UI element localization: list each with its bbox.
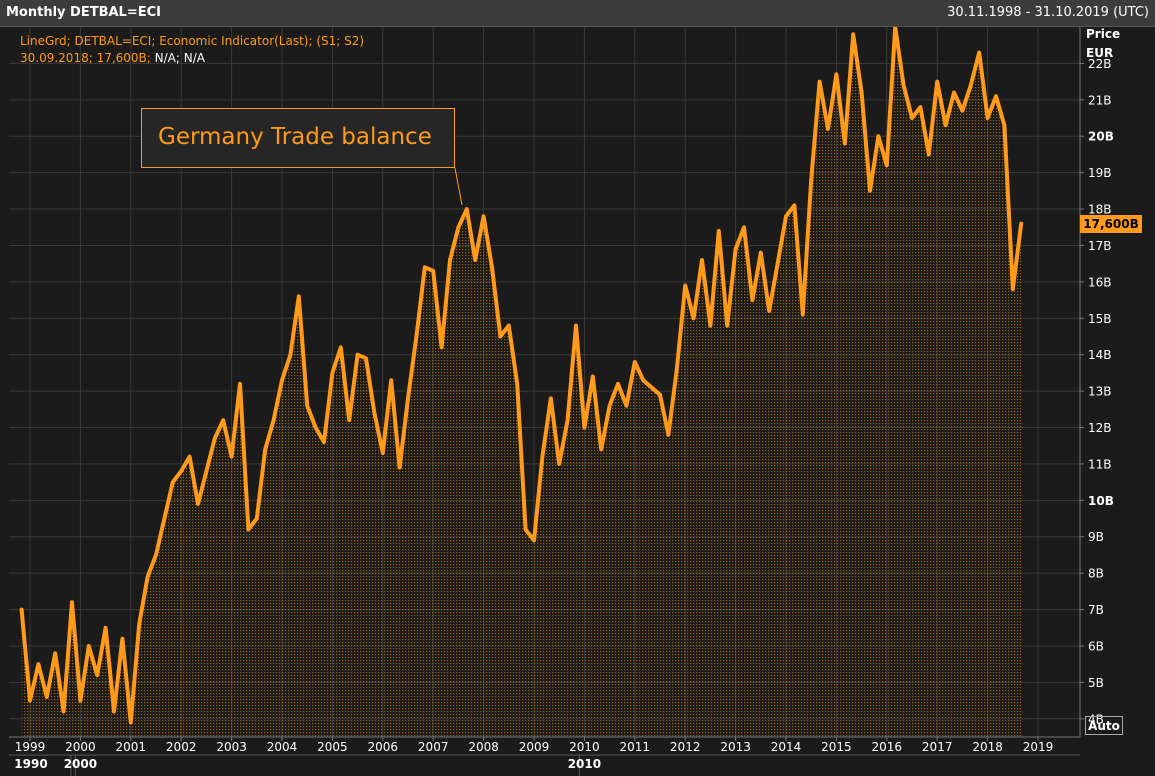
y-tick-label: 14B — [1088, 348, 1112, 362]
x-tick-label: 2001 — [116, 740, 147, 754]
y-tick-label: 7B — [1088, 603, 1104, 617]
x-tick-label: 2009 — [519, 740, 550, 754]
y-axis-unit: EUR — [1086, 46, 1114, 60]
y-tick-label: 10B — [1088, 494, 1114, 508]
date-range: 30.11.1998 - 31.10.2019 (UTC) — [947, 5, 1149, 20]
chart-area[interactable]: 4B5B6B7B8B9B10B11B12B13B14B15B16B17B18B1… — [0, 27, 1155, 776]
y-tick-label: 12B — [1088, 421, 1112, 435]
x-tick-label: 2010 — [569, 740, 600, 754]
y-tick-label: 9B — [1088, 530, 1104, 544]
y-axis: 4B 5B 6B 7B 8B 9B 10B 11B 12B 13B 14B 15B 16B 17B 18B 1… — [1080, 57, 1114, 726]
y-tick-label: 11B — [1088, 457, 1112, 471]
x-axis: 1999 2000 2001 2002 2003 2004 2005 2006 2007 2008… — [15, 737, 1054, 754]
y-tick-label: 19B — [1088, 166, 1112, 180]
auto-scale-button[interactable]: Auto — [1085, 716, 1123, 735]
x-tick-label: 1999 — [15, 740, 46, 754]
y-tick-label: 16B — [1088, 275, 1112, 289]
annotation-leader — [454, 167, 463, 206]
x-tick-label: 2011 — [620, 740, 651, 754]
decade-axis: 1990 2000 2010 — [14, 755, 601, 776]
x-tick-label: 2000 — [65, 740, 96, 754]
series-line — [19, 27, 1024, 725]
last-value-badge: 17,600B — [1080, 214, 1142, 233]
x-tick-label: 2012 — [670, 740, 701, 754]
legend-na: N/A; N/A — [150, 51, 205, 65]
y-tick-label: 18B — [1088, 203, 1112, 217]
y-tick-label: 15B — [1088, 312, 1112, 326]
y-tick-label: 20B — [1088, 130, 1114, 144]
y-tick-label: 6B — [1088, 639, 1104, 653]
annotation-box[interactable]: Germany Trade balance — [141, 108, 455, 168]
y-tick-label: 4B — [1088, 712, 1104, 726]
legend-line-2: 30.09.2018; 17,600B; N/A; N/A — [20, 51, 205, 65]
x-tick-label: 2017 — [922, 740, 953, 754]
chart-title: Monthly DETBAL=ECI — [6, 5, 161, 20]
area-fill — [21, 27, 1022, 737]
x-tick-label: 2008 — [468, 740, 499, 754]
y-tick-label: 21B — [1088, 93, 1112, 107]
x-tick-label: 2004 — [267, 740, 298, 754]
y-tick-label: 8B — [1088, 567, 1104, 581]
decade-label: 1990 — [14, 757, 47, 771]
x-tick-label: 2018 — [972, 740, 1003, 754]
chart-header: Monthly DETBAL=ECI 30.11.1998 - 31.10.20… — [0, 0, 1155, 27]
x-tick-label: 2007 — [418, 740, 449, 754]
x-tick-label: 2015 — [821, 740, 852, 754]
y-axis-title: Price — [1086, 27, 1121, 41]
decade-label: 2000 — [64, 757, 97, 771]
legend-line-1: LineGrd; DETBAL=ECI; Economic Indicator(… — [20, 34, 365, 48]
decade-label: 2010 — [568, 757, 601, 771]
y-tick-label: 22B — [1088, 57, 1112, 71]
x-tick-label: 2019 — [1023, 740, 1054, 754]
x-tick-label: 2014 — [771, 740, 802, 754]
y-tick-label: 5B — [1088, 676, 1104, 690]
x-tick-label: 2003 — [216, 740, 247, 754]
x-tick-label: 2005 — [317, 740, 348, 754]
x-tick-label: 2002 — [166, 740, 197, 754]
x-tick-label: 2013 — [720, 740, 751, 754]
legend-date-value: 30.09.2018; 17,600B; — [20, 51, 151, 65]
y-tick-label: 17B — [1088, 239, 1112, 253]
x-tick-label: 2006 — [368, 740, 399, 754]
x-tick-label: 2016 — [872, 740, 903, 754]
y-tick-label: 13B — [1088, 385, 1112, 399]
